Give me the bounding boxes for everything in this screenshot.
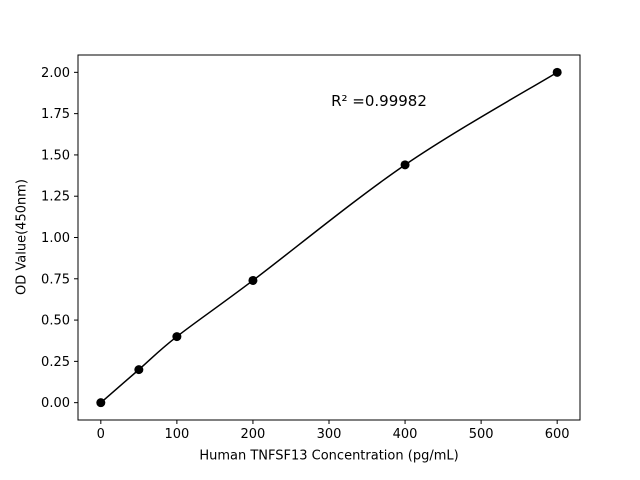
y-axis-label: OD Value(450nm) — [14, 179, 30, 295]
y-tick-label: 1.00 — [41, 231, 70, 246]
x-tick-label: 300 — [317, 427, 342, 442]
data-point — [400, 160, 410, 170]
x-tick-label: 500 — [469, 427, 494, 442]
data-point — [96, 398, 106, 408]
r-squared-annotation: R² =0.99982 — [331, 92, 427, 110]
data-point — [248, 275, 258, 285]
x-tick-label: 600 — [545, 427, 570, 442]
y-tick-label: 2.00 — [41, 66, 70, 81]
x-tick-label: 100 — [164, 427, 189, 442]
y-tick-label: 1.50 — [41, 148, 70, 163]
y-tick-label: 1.75 — [41, 107, 70, 122]
x-tick-label: 200 — [241, 427, 266, 442]
x-tick-label: 0 — [97, 427, 105, 442]
data-point — [134, 365, 144, 375]
y-tick-label: 0.25 — [41, 355, 70, 370]
y-tick-label: 0.50 — [41, 314, 70, 329]
data-point — [172, 332, 182, 342]
data-point — [552, 67, 562, 77]
y-tick-label: 0.00 — [41, 396, 70, 411]
x-tick-label: 400 — [393, 427, 418, 442]
y-tick-label: 1.25 — [41, 190, 70, 205]
x-axis-label: Human TNFSF13 Concentration (pg/mL) — [199, 448, 459, 464]
y-tick-label: 0.75 — [41, 272, 70, 287]
